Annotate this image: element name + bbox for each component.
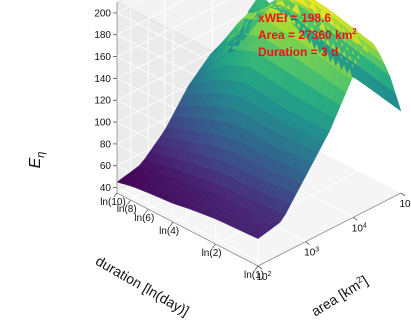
annotation-area: Area = 27360 km2 bbox=[258, 27, 357, 42]
duration-tick-label: ln(10) bbox=[100, 197, 126, 208]
duration-tick-label: ln(1) bbox=[244, 270, 264, 281]
duration-tick-label: ln(8) bbox=[117, 204, 137, 215]
area-axis-label: area [km2] bbox=[308, 272, 370, 319]
duration-tick-label: ln(4) bbox=[159, 226, 179, 237]
area-tick-mark bbox=[353, 217, 358, 221]
duration-axis-line bbox=[116, 192, 259, 267]
area-tick-mark bbox=[305, 241, 310, 245]
z-axis-label-main: E bbox=[27, 157, 44, 168]
duration-axis-label: duration [ln(day)] bbox=[93, 252, 192, 318]
duration-tick-mark bbox=[169, 221, 174, 227]
annotation-duration: Duration = 3 d bbox=[258, 45, 338, 59]
area-tick-base: 10 bbox=[256, 272, 268, 283]
duration-tick-mark bbox=[127, 199, 131, 205]
duration-tick-mark bbox=[144, 208, 149, 214]
annotation-xwei: xWEI = 198.6 bbox=[258, 11, 331, 25]
area-tick-base: 10 bbox=[399, 199, 411, 210]
annotation-area-text: Area = 27360 km bbox=[258, 28, 352, 42]
z-tick-label: 200 bbox=[94, 8, 111, 19]
duration-tick-mark bbox=[113, 192, 118, 198]
area-tick-base: 10 bbox=[304, 248, 316, 259]
surface-mesh bbox=[116, 0, 402, 239]
area-tick-label: 104 bbox=[352, 222, 367, 234]
axes: 40 60 80 100 120 140 160 180 200 ln(1) ln(2) ln(4) l… bbox=[94, 2, 411, 283]
z-tick-label: 80 bbox=[100, 139, 112, 150]
area-axis-line bbox=[257, 192, 402, 267]
z-tick-label: 40 bbox=[100, 183, 112, 194]
annotation-area-sup: 2 bbox=[352, 27, 357, 36]
area-tick-base: 10 bbox=[352, 223, 364, 234]
area-tick-exp: 4 bbox=[363, 222, 367, 229]
duration-tick-mark bbox=[254, 265, 259, 271]
area-tick-mark bbox=[257, 265, 263, 270]
area-tick-label: 105 bbox=[399, 198, 411, 210]
area-axis-label-sup: 2 bbox=[354, 274, 364, 285]
surface-patch bbox=[297, 0, 307, 5]
area-axis-label-main: area [km bbox=[308, 277, 363, 319]
duration-tick-label: ln(2) bbox=[202, 248, 222, 259]
area-tick-label: 102 bbox=[256, 271, 271, 283]
z-tick-label: 120 bbox=[94, 96, 111, 107]
area-tick-mark bbox=[400, 192, 406, 197]
z-tick-label: 100 bbox=[94, 118, 111, 129]
z-tick-label: 160 bbox=[94, 52, 111, 63]
surface-patch bbox=[275, 0, 278, 2]
surface-patch bbox=[389, 89, 402, 112]
area-tick-exp: 3 bbox=[315, 247, 319, 254]
peak-annotation: xWEI = 198.6 Area = 27360 km2 Duration =… bbox=[258, 11, 357, 59]
z-tick-label: 60 bbox=[100, 161, 112, 172]
area-axis-label-end: ] bbox=[359, 272, 371, 288]
z-tick-label: 180 bbox=[94, 30, 111, 41]
surface-patch bbox=[292, 0, 299, 3]
z-tick-label: 140 bbox=[94, 74, 111, 85]
z-axis-label-sub: η bbox=[35, 152, 47, 158]
surface-patch bbox=[275, 0, 286, 6]
duration-tick-mark bbox=[212, 243, 216, 249]
area-tick-exp: 2 bbox=[268, 271, 272, 278]
area-tick-label: 103 bbox=[304, 247, 319, 259]
duration-tick-label: ln(6) bbox=[134, 213, 154, 224]
z-axis-label: Eη bbox=[27, 152, 47, 169]
